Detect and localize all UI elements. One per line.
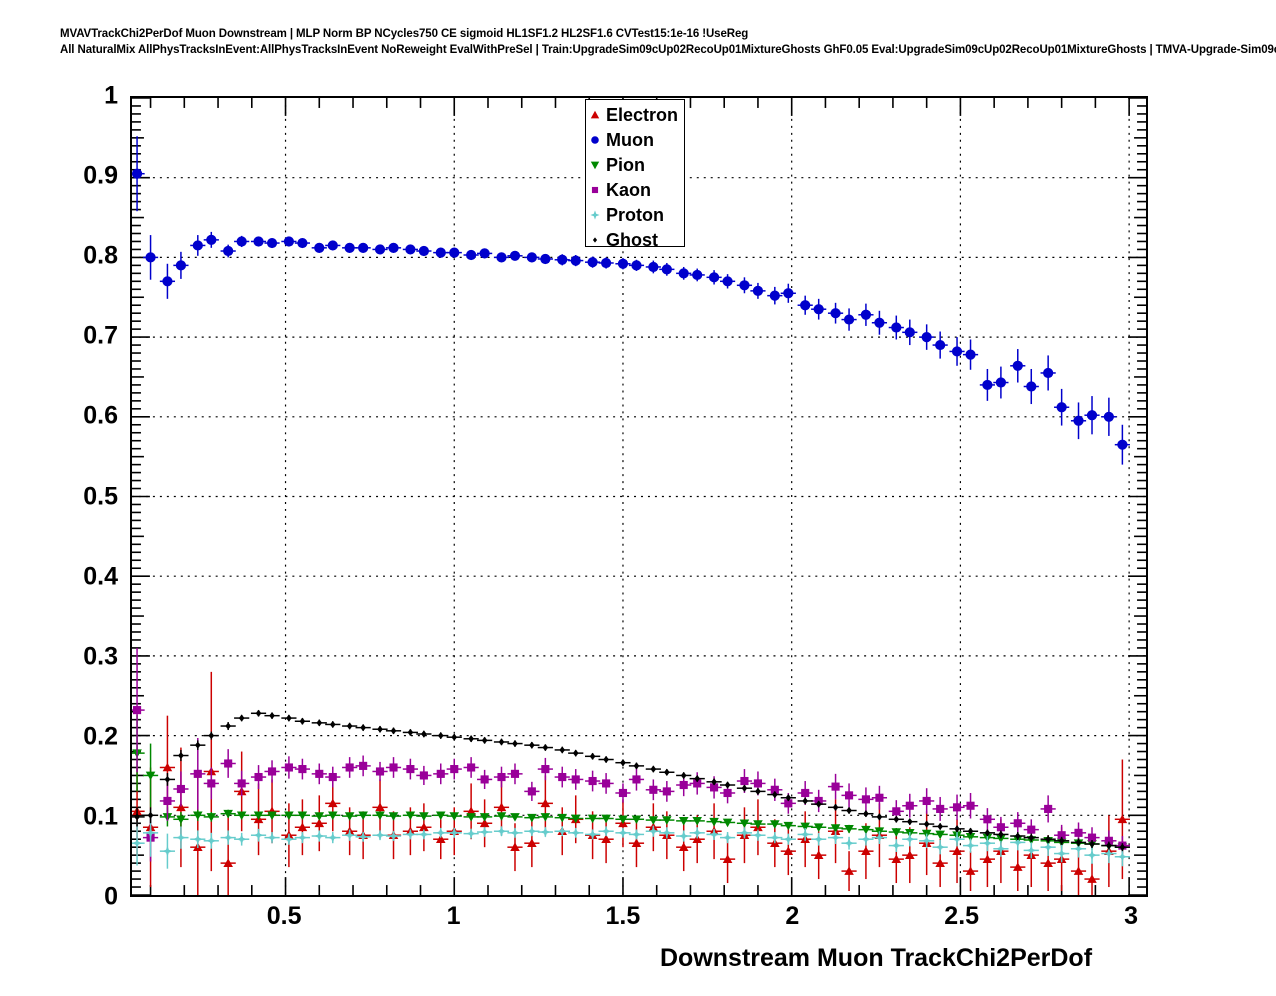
legend-item-ghost[interactable]: Ghost: [588, 227, 684, 252]
legend-item-label: Ghost: [606, 229, 658, 250]
y-tick-label: 0.4: [83, 562, 118, 591]
legend-item-label: Electron: [606, 104, 679, 125]
x-tick-label: 2.5: [944, 902, 980, 930]
series-electron: [132, 671, 1130, 895]
legend-item-label: Muon: [606, 129, 654, 150]
header-line-2: All NaturalMix AllPhysTracksInEvent:AllP…: [60, 44, 1276, 56]
y-tick-label: 0.7: [83, 321, 118, 350]
plot-canvas: [132, 98, 1146, 895]
x-tick-label: 1: [446, 902, 461, 930]
series-muon: [132, 136, 1130, 465]
legend-item-muon[interactable]: Muon: [588, 127, 684, 152]
header-line-1: MVAVTrackChi2PerDof Muon Downstream | ML…: [60, 28, 749, 40]
legend-item-label: Pion: [606, 154, 645, 175]
legend-item-kaon[interactable]: Kaon: [588, 177, 684, 202]
y-tick-label: 0.2: [83, 722, 118, 751]
electron-marker-icon: [588, 108, 602, 122]
x-tick-label: 0.5: [266, 902, 302, 930]
legend-item-label: Proton: [606, 204, 664, 225]
series-ghost: [132, 709, 1130, 852]
series-kaon: [132, 647, 1130, 862]
legend-item-proton[interactable]: Proton: [588, 202, 684, 227]
pion-marker-icon: [588, 158, 602, 172]
x-tick-label: 1.5: [605, 902, 641, 930]
y-tick-label: 0.5: [83, 482, 118, 510]
y-tick-label: 0: [104, 882, 118, 911]
muon-marker-icon: [588, 133, 602, 147]
legend-box: Electron Muon Pion Kaon Proton Ghost: [585, 99, 685, 249]
y-tick-label: 0.6: [83, 401, 118, 430]
y-axis-title: Downstream Muon MVA Output: [0, 0, 27, 80]
x-axis-title: Downstream Muon TrackChi2PerDof: [660, 944, 1093, 972]
y-tick-label: 0.3: [83, 642, 118, 671]
ghost-marker-icon: [588, 233, 602, 247]
axis-ticks: [132, 98, 1146, 895]
series-proton: [132, 808, 1130, 869]
x-tick-label: 3: [1124, 902, 1138, 930]
y-tick-label: 0.8: [83, 241, 118, 270]
legend-item-electron[interactable]: Electron: [588, 102, 684, 127]
x-tick-label: 2: [785, 902, 800, 930]
y-tick-label: 1: [104, 81, 118, 110]
kaon-marker-icon: [588, 183, 602, 197]
legend-item-label: Kaon: [606, 179, 651, 200]
y-tick-label: 0.1: [83, 802, 118, 831]
legend-item-pion[interactable]: Pion: [588, 152, 684, 177]
header-text-block: MVAVTrackChi2PerDof Muon Downstream | ML…: [60, 26, 1276, 58]
proton-marker-icon: [588, 208, 602, 222]
y-tick-label: 0.9: [83, 161, 118, 190]
